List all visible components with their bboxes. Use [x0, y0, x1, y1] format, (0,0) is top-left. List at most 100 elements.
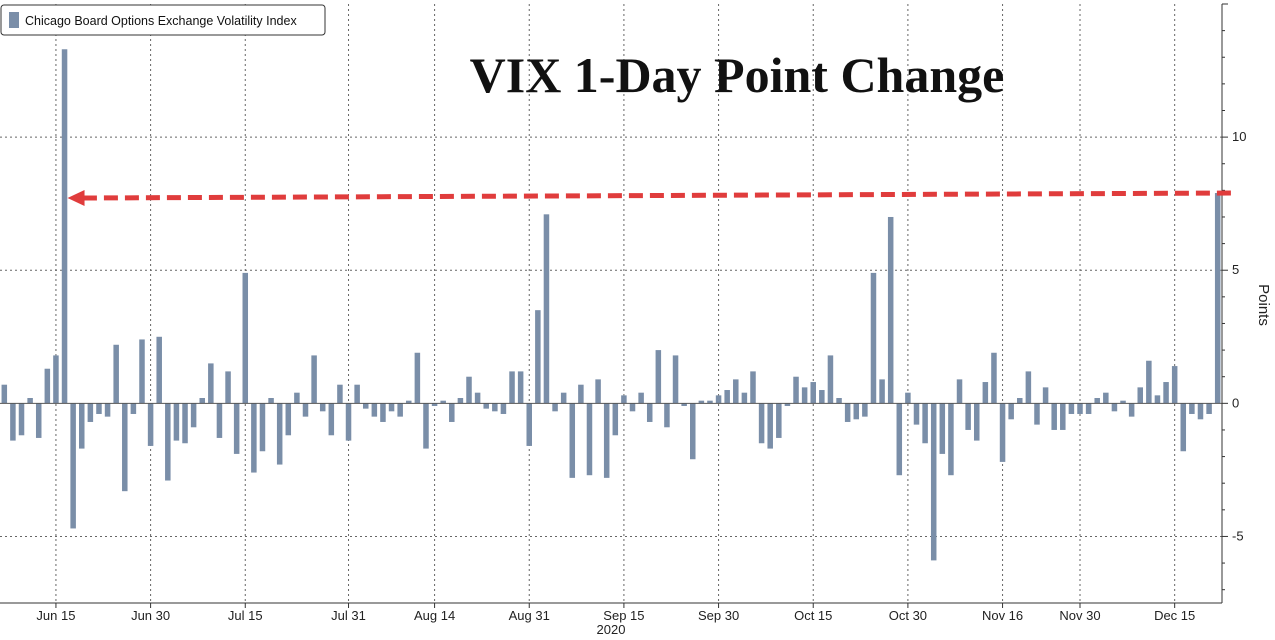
bar: [165, 403, 171, 481]
bar: [431, 403, 438, 406]
bar: [53, 355, 59, 404]
bar: [1111, 403, 1118, 412]
x-tick-label: Aug 31: [509, 608, 550, 623]
bar: [664, 403, 670, 428]
x-tick-label: Dec 15: [1154, 608, 1195, 623]
bar: [586, 403, 593, 476]
bar: [311, 355, 317, 404]
bar: [79, 403, 85, 449]
x-tick-label: Jun 15: [36, 608, 75, 623]
annotation-arrow-line: [82, 190, 1231, 201]
bar: [517, 371, 524, 404]
bar: [973, 403, 980, 441]
bar: [1154, 395, 1161, 404]
bar: [449, 403, 455, 422]
bar: [1171, 366, 1178, 404]
bar: [896, 403, 903, 476]
bar: [836, 398, 842, 404]
bar: [690, 403, 696, 460]
bar: [406, 400, 412, 404]
bar: [784, 403, 791, 406]
bar: [276, 403, 283, 465]
x-tick-label: Jul 31: [331, 608, 366, 623]
bar: [440, 400, 446, 404]
bar: [18, 403, 25, 436]
bar: [1197, 403, 1204, 420]
bar: [1137, 387, 1143, 404]
bar: [552, 403, 558, 412]
bar: [457, 398, 464, 404]
x-tick-label: Oct 15: [794, 608, 832, 623]
y-tick-label: 5: [1232, 262, 1239, 277]
bar: [233, 403, 240, 454]
bar: [905, 392, 911, 404]
bar: [655, 350, 662, 404]
bar: [139, 339, 145, 404]
x-tick-label: Sep 30: [698, 608, 739, 623]
x-tick-label: Jul 15: [228, 608, 263, 623]
bar: [707, 400, 713, 404]
bar: [1085, 403, 1092, 414]
bar: [173, 403, 180, 441]
bar: [560, 392, 567, 404]
legend-swatch: [9, 12, 19, 28]
bar: [500, 403, 507, 414]
bar: [483, 403, 489, 409]
bar: [681, 403, 687, 406]
bar: [466, 376, 472, 404]
bar: [862, 403, 868, 417]
bar: [362, 403, 369, 409]
bar: [741, 392, 748, 404]
bar: [715, 395, 722, 404]
bar: [208, 363, 214, 404]
bar: [371, 403, 378, 417]
bar: [380, 403, 386, 422]
bar: [948, 403, 954, 476]
bar: [999, 403, 1006, 462]
bar: [104, 403, 111, 417]
bar: [319, 403, 326, 412]
bar: [294, 392, 300, 404]
bar: [1189, 403, 1195, 414]
bar: [578, 384, 584, 404]
bar: [767, 403, 773, 449]
bar: [776, 403, 782, 438]
bar: [1034, 403, 1040, 425]
bar: [1077, 403, 1083, 414]
x-tick-label: Jun 30: [131, 608, 170, 623]
bar: [70, 403, 76, 529]
bar: [939, 403, 946, 454]
bar: [251, 403, 257, 473]
bar: [492, 403, 498, 412]
x-tick-label: Sep 15: [603, 608, 644, 623]
bar: [750, 371, 756, 404]
bar: [1180, 403, 1187, 452]
bar: [698, 400, 705, 404]
bar: [156, 336, 162, 404]
bar: [569, 403, 576, 478]
chart-title: VIX 1-Day Point Change: [470, 47, 1005, 103]
bar: [887, 216, 894, 404]
bar: [190, 403, 197, 428]
bar: [397, 403, 403, 417]
x-tick-label: Oct 30: [889, 608, 927, 623]
bar: [96, 403, 102, 414]
bar: [543, 214, 550, 404]
bar: [35, 403, 42, 438]
bar: [44, 368, 51, 404]
bar: [130, 403, 137, 414]
bar: [122, 403, 128, 492]
bar: [724, 390, 730, 404]
bar: [870, 272, 877, 404]
annotation-layer: [67, 190, 1231, 207]
bar: [535, 310, 541, 404]
bar: [423, 403, 429, 449]
bar: [285, 403, 292, 436]
bar: [810, 382, 816, 404]
bar: [612, 403, 619, 436]
bar: [216, 403, 223, 438]
x-axis-year-label: 2020: [597, 622, 626, 637]
bar-layer: [1, 49, 1221, 561]
bar: [474, 392, 481, 404]
